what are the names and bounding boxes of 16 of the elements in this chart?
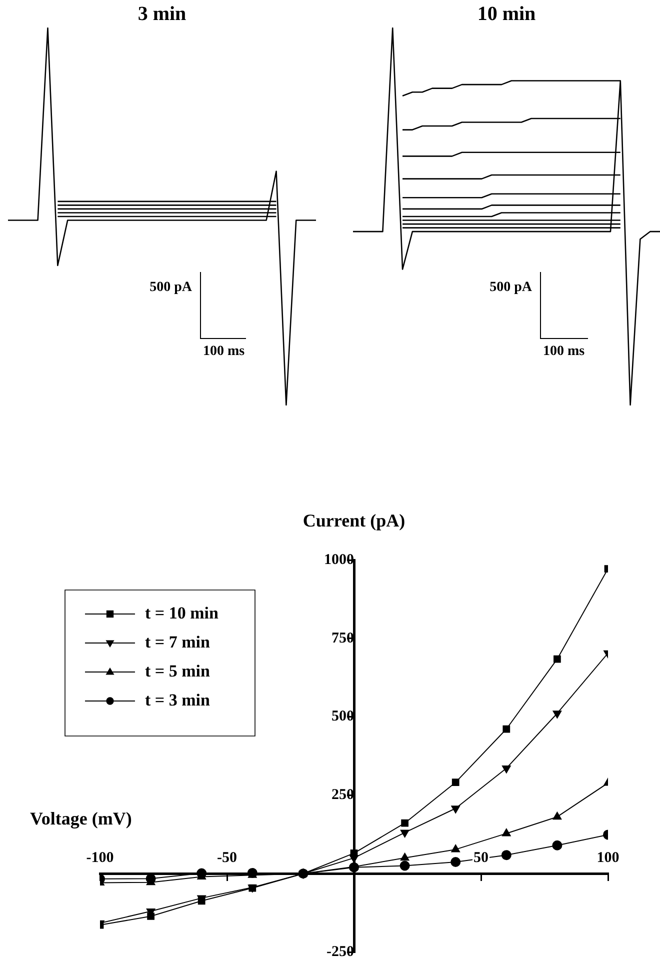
legend-label: t = 7 min — [145, 632, 210, 652]
chart-title: 10 min — [477, 3, 536, 26]
y-axis-title: Current (pA) — [302, 510, 406, 531]
x-tick-label: -50 — [217, 850, 237, 866]
annotation: 100 ms — [203, 344, 245, 360]
annotation: 500 pA — [490, 280, 532, 296]
legend-label: t = 10 min — [145, 603, 219, 622]
x-tick-label: 50 — [474, 850, 488, 866]
x-tick-label: 100 — [596, 850, 620, 866]
annotation: 500 pA — [150, 280, 192, 296]
x-tick-label: -100 — [86, 850, 114, 866]
legend-label: t = 3 min — [145, 690, 210, 710]
annotation: 100 ms — [543, 344, 585, 360]
legend-label: t = 5 min — [145, 661, 210, 680]
chart-title: 3 min — [138, 3, 186, 26]
x-axis-title: Voltage (mV) — [30, 808, 132, 828]
